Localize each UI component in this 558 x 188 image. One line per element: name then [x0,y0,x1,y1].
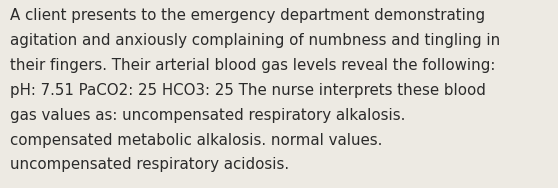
Text: pH: 7.51 PaCO2: 25 HCO3: 25 The nurse interprets these blood: pH: 7.51 PaCO2: 25 HCO3: 25 The nurse in… [10,83,486,98]
Text: compensated metabolic alkalosis. normal values.: compensated metabolic alkalosis. normal … [10,133,382,148]
Text: their fingers. Their arterial blood gas levels reveal the following:: their fingers. Their arterial blood gas … [10,58,496,73]
Text: agitation and anxiously complaining of numbness and tingling in: agitation and anxiously complaining of n… [10,33,501,48]
Text: gas values as: uncompensated respiratory alkalosis.: gas values as: uncompensated respiratory… [10,108,406,123]
Text: uncompensated respiratory acidosis.: uncompensated respiratory acidosis. [10,157,289,172]
Text: A client presents to the emergency department demonstrating: A client presents to the emergency depar… [10,8,485,24]
